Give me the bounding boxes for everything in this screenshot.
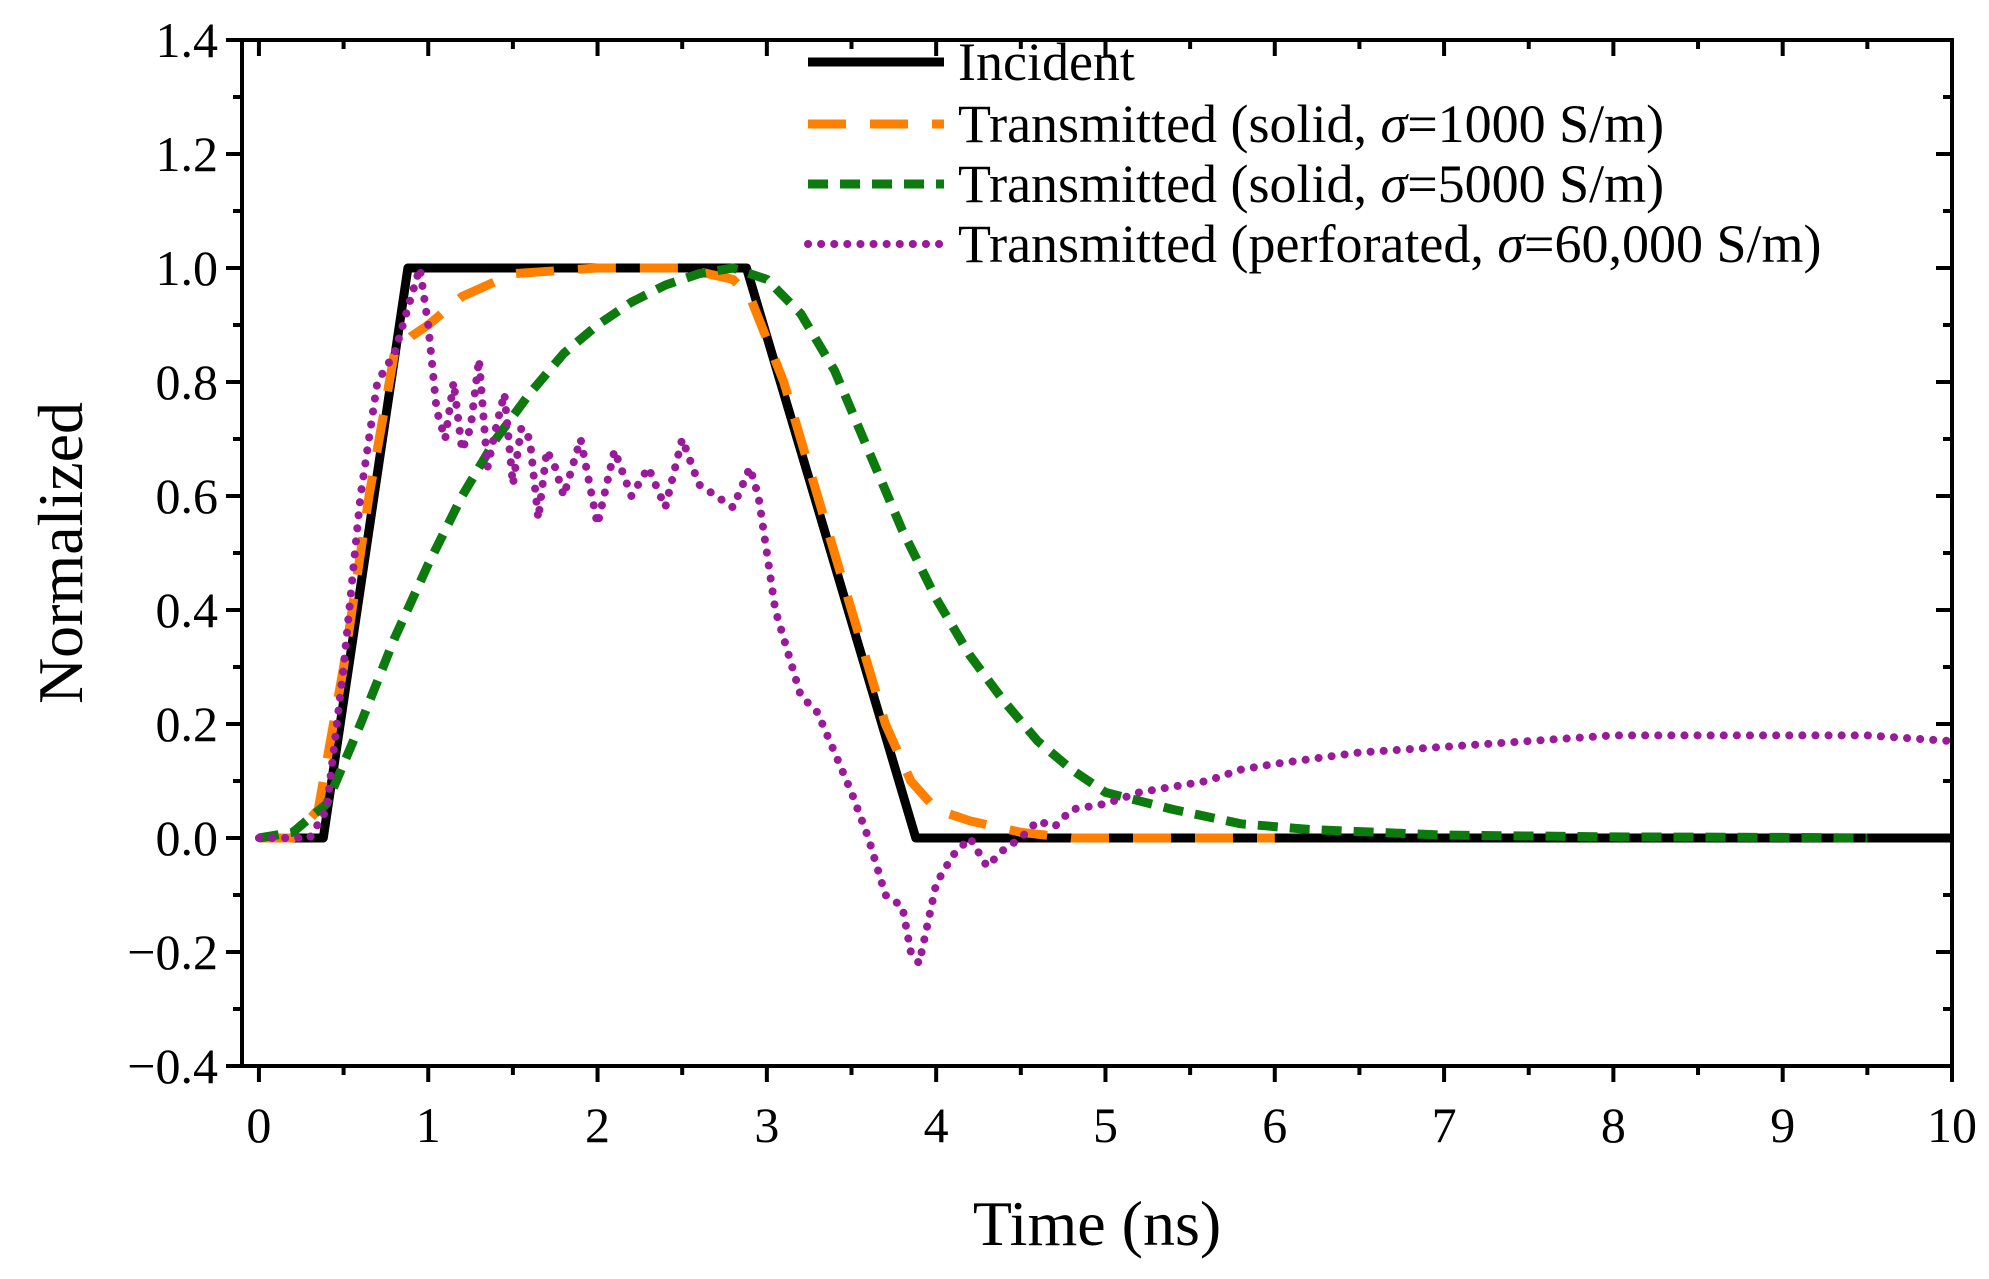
- x-tick-label: 8: [1601, 1097, 1626, 1153]
- y-tick-label: 1.0: [156, 240, 219, 296]
- x-tick-label: 3: [754, 1097, 779, 1153]
- y-axis-title: Normalized: [25, 402, 96, 704]
- x-tick-label: 6: [1262, 1097, 1287, 1153]
- legend-entry-0: Incident: [958, 32, 1135, 92]
- y-tick-label: −0.2: [127, 924, 218, 980]
- y-tick-label: 0.4: [156, 582, 219, 638]
- y-tick-label: 0.2: [156, 696, 219, 752]
- x-axis-title: Time (ns): [973, 1188, 1221, 1259]
- y-tick-label: 1.2: [156, 126, 219, 182]
- x-tick-label: 9: [1770, 1097, 1795, 1153]
- ticks-layer: [226, 38, 1954, 1082]
- y-tick-label: 0.0: [156, 810, 219, 866]
- x-tick-label: 0: [246, 1097, 271, 1153]
- legend-entry-1: Transmitted (solid, σ=1000 S/m): [958, 94, 1664, 154]
- series-line-3: [254, 264, 1956, 968]
- tick-labels: 0 1 2 3 4 5 6 7 8 9 10 1.4 1.2 1.0 0.8 0.6 0.4 0.2 0.0 −0.2…: [127, 12, 1977, 1153]
- y-tick-label: 0.8: [156, 354, 219, 410]
- x-tick-label: 7: [1432, 1097, 1457, 1153]
- x-tick-label: 10: [1927, 1097, 1977, 1153]
- series-layer: [254, 263, 1956, 968]
- y-tick-label: 1.4: [156, 12, 219, 68]
- series-line-1: [258, 263, 1275, 843]
- y-tick-label: −0.4: [127, 1038, 218, 1094]
- legend-entry-2: Transmitted (solid, σ=5000 S/m): [958, 154, 1664, 214]
- x-tick-label: 4: [924, 1097, 949, 1153]
- legend-entry-3: Transmitted (perforated, σ=60,000 S/m): [958, 214, 1822, 274]
- x-tick-label: 2: [585, 1097, 610, 1153]
- y-tick-label: 0.6: [156, 468, 219, 524]
- x-tick-label: 5: [1093, 1097, 1118, 1153]
- x-tick-label: 1: [416, 1097, 441, 1153]
- series-line-2: [258, 263, 1868, 843]
